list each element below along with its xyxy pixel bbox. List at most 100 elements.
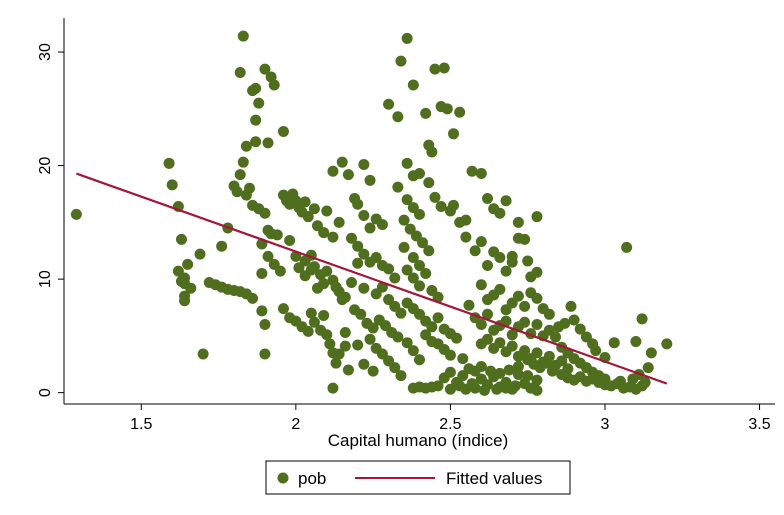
- fitted-line-layer: [75, 172, 668, 385]
- data-point: [358, 358, 370, 370]
- data-point: [426, 336, 438, 348]
- x-axis-ticks: 1.5 2 2.5 3 3.5: [130, 404, 771, 433]
- data-point: [519, 345, 531, 357]
- data-point: [358, 210, 370, 222]
- data-point: [460, 214, 472, 226]
- data-point: [500, 265, 512, 277]
- data-point: [352, 240, 364, 252]
- data-point: [401, 32, 413, 44]
- y-tick-label: 20: [37, 157, 54, 175]
- data-point: [352, 339, 364, 351]
- data-point: [407, 272, 419, 284]
- data-point: [466, 165, 478, 177]
- data-point: [506, 250, 518, 262]
- data-point: [250, 136, 262, 148]
- data-point: [327, 382, 339, 394]
- data-point: [194, 248, 206, 260]
- data-point: [426, 321, 438, 333]
- data-point: [642, 362, 654, 374]
- data-point: [414, 168, 425, 180]
- data-point: [407, 345, 419, 357]
- legend-label-pob: pob: [298, 469, 326, 488]
- data-point: [441, 103, 453, 115]
- data-point: [429, 63, 441, 75]
- data-point: [475, 236, 487, 248]
- data-point: [358, 158, 370, 170]
- data-point: [463, 299, 475, 311]
- data-point: [395, 55, 407, 67]
- data-point: [268, 79, 280, 91]
- data-point: [336, 156, 348, 168]
- data-point: [661, 338, 673, 350]
- data-point: [531, 319, 543, 331]
- data-point: [401, 337, 413, 349]
- data-point: [234, 169, 246, 181]
- data-point: [308, 203, 320, 215]
- data-point: [339, 340, 351, 352]
- data-point: [256, 305, 268, 317]
- data-point: [364, 222, 376, 234]
- data-point: [531, 292, 543, 304]
- data-point: [531, 384, 543, 396]
- data-point: [398, 214, 410, 226]
- data-point: [383, 98, 395, 110]
- data-point: [423, 245, 435, 257]
- x-axis-title: Capital humano (índice): [328, 431, 508, 450]
- data-point: [392, 111, 404, 123]
- data-point: [364, 333, 376, 345]
- data-point: [512, 216, 524, 228]
- data-point: [262, 250, 274, 262]
- data-point: [590, 345, 602, 357]
- data-point: [417, 237, 429, 249]
- data-point: [407, 79, 419, 91]
- data-point: [243, 182, 255, 194]
- data-point: [175, 275, 187, 287]
- data-point: [448, 199, 460, 211]
- data-point: [420, 267, 432, 279]
- data-point: [435, 200, 447, 212]
- data-point: [333, 348, 345, 360]
- data-point: [614, 375, 626, 387]
- data-point: [302, 211, 314, 223]
- y-tick-label: 10: [37, 270, 54, 288]
- data-point: [175, 233, 187, 245]
- data-point: [367, 322, 379, 334]
- data-point: [500, 382, 512, 394]
- data-point: [352, 198, 364, 210]
- data-point: [277, 126, 289, 138]
- data-point: [284, 235, 296, 247]
- data-point: [259, 207, 271, 219]
- data-point: [324, 338, 336, 350]
- data-point: [414, 259, 425, 271]
- legend: pob Fitted values: [265, 460, 571, 495]
- data-point: [389, 362, 401, 374]
- data-point: [429, 191, 441, 203]
- data-point: [531, 374, 543, 386]
- data-point: [414, 208, 425, 220]
- data-point: [645, 347, 657, 359]
- data-point: [240, 140, 252, 152]
- data-point: [237, 156, 249, 168]
- data-point: [259, 348, 271, 360]
- data-point: [639, 376, 651, 388]
- data-point: [234, 66, 246, 78]
- data-point: [454, 106, 466, 118]
- data-point: [512, 290, 524, 302]
- data-point: [522, 370, 534, 382]
- data-point: [500, 315, 512, 327]
- data-point: [414, 280, 425, 292]
- data-point: [414, 354, 425, 366]
- data-point: [543, 308, 555, 320]
- data-point: [636, 313, 648, 325]
- data-point: [519, 233, 531, 245]
- fitted-line: [75, 172, 668, 385]
- data-point: [262, 137, 274, 149]
- data-point: [550, 331, 562, 343]
- data-point: [179, 295, 191, 307]
- data-point: [519, 316, 531, 328]
- data-point: [494, 283, 506, 295]
- data-point: [277, 303, 289, 315]
- legend-marker-pob: [277, 472, 289, 484]
- data-point: [166, 179, 178, 191]
